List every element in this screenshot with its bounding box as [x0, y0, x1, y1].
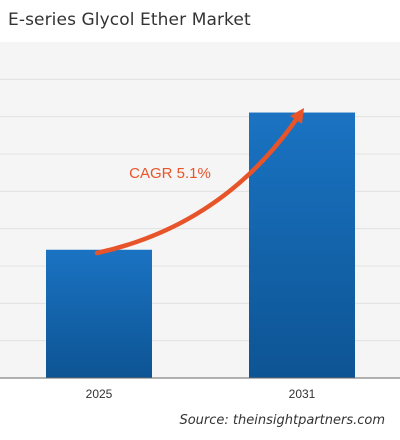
- cagr-label: CAGR 5.1%: [129, 165, 211, 182]
- bar-2025: [46, 249, 152, 378]
- cagr-arrow: [94, 108, 305, 256]
- bars: [46, 112, 355, 378]
- x-tick-label-2025: 2025: [86, 387, 113, 401]
- x-tick-label-2031: 2031: [289, 387, 316, 401]
- chart-title: E-series Glycol Ether Market: [8, 10, 251, 30]
- bar-2031: [249, 112, 355, 378]
- x-tick-labels: 2025 2031: [86, 387, 316, 401]
- source-note: Source: theinsightpartners.com: [179, 413, 385, 428]
